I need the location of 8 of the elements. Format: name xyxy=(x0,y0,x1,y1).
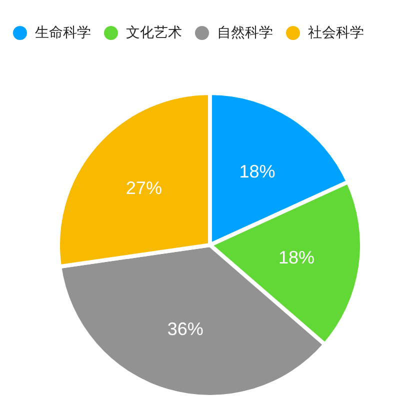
data-label: 27% xyxy=(126,178,162,198)
data-label: 18% xyxy=(278,247,315,268)
data-label: 36% xyxy=(167,318,204,339)
legend-label: 自然科学 xyxy=(217,24,273,42)
data-label: 18% xyxy=(239,161,276,182)
legend-label: 生命科学 xyxy=(35,24,91,42)
legend-label: 文化艺术 xyxy=(126,24,182,42)
legend-label: 社会科学 xyxy=(308,24,364,42)
